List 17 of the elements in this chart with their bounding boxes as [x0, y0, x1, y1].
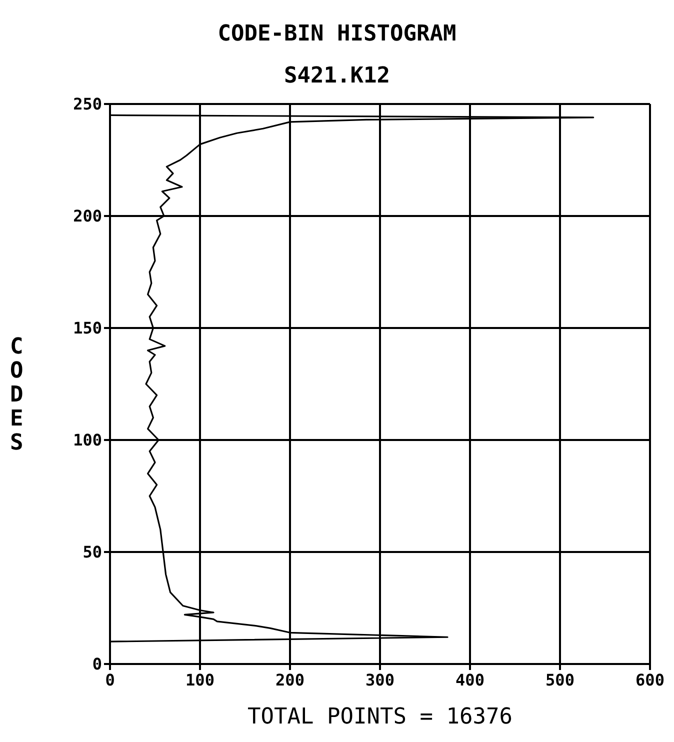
x-tick-label: 500: [546, 670, 574, 690]
x-tick-label: 200: [276, 670, 304, 690]
x-tick-label: 600: [636, 670, 664, 690]
x-tick-label: 400: [456, 670, 484, 690]
y-tick-label: 50: [82, 542, 102, 562]
chart-title: CODE-BIN HISTOGRAM: [218, 22, 456, 46]
y-tick-label: 150: [73, 318, 102, 338]
y-tick-label: 100: [73, 430, 102, 450]
x-tick-label: 100: [186, 670, 214, 690]
y-axis-title: CODES: [10, 334, 24, 456]
x-tick-label: 300: [366, 670, 394, 690]
y-tick-label: 200: [73, 206, 102, 226]
chart-subtitle: S421.K12: [284, 64, 390, 88]
x-tick-label: 0: [105, 670, 115, 690]
y-tick-label: 0: [92, 654, 102, 674]
y-tick-label: 250: [73, 94, 102, 114]
x-axis-title: TOTAL POINTS = 16376: [248, 704, 512, 730]
